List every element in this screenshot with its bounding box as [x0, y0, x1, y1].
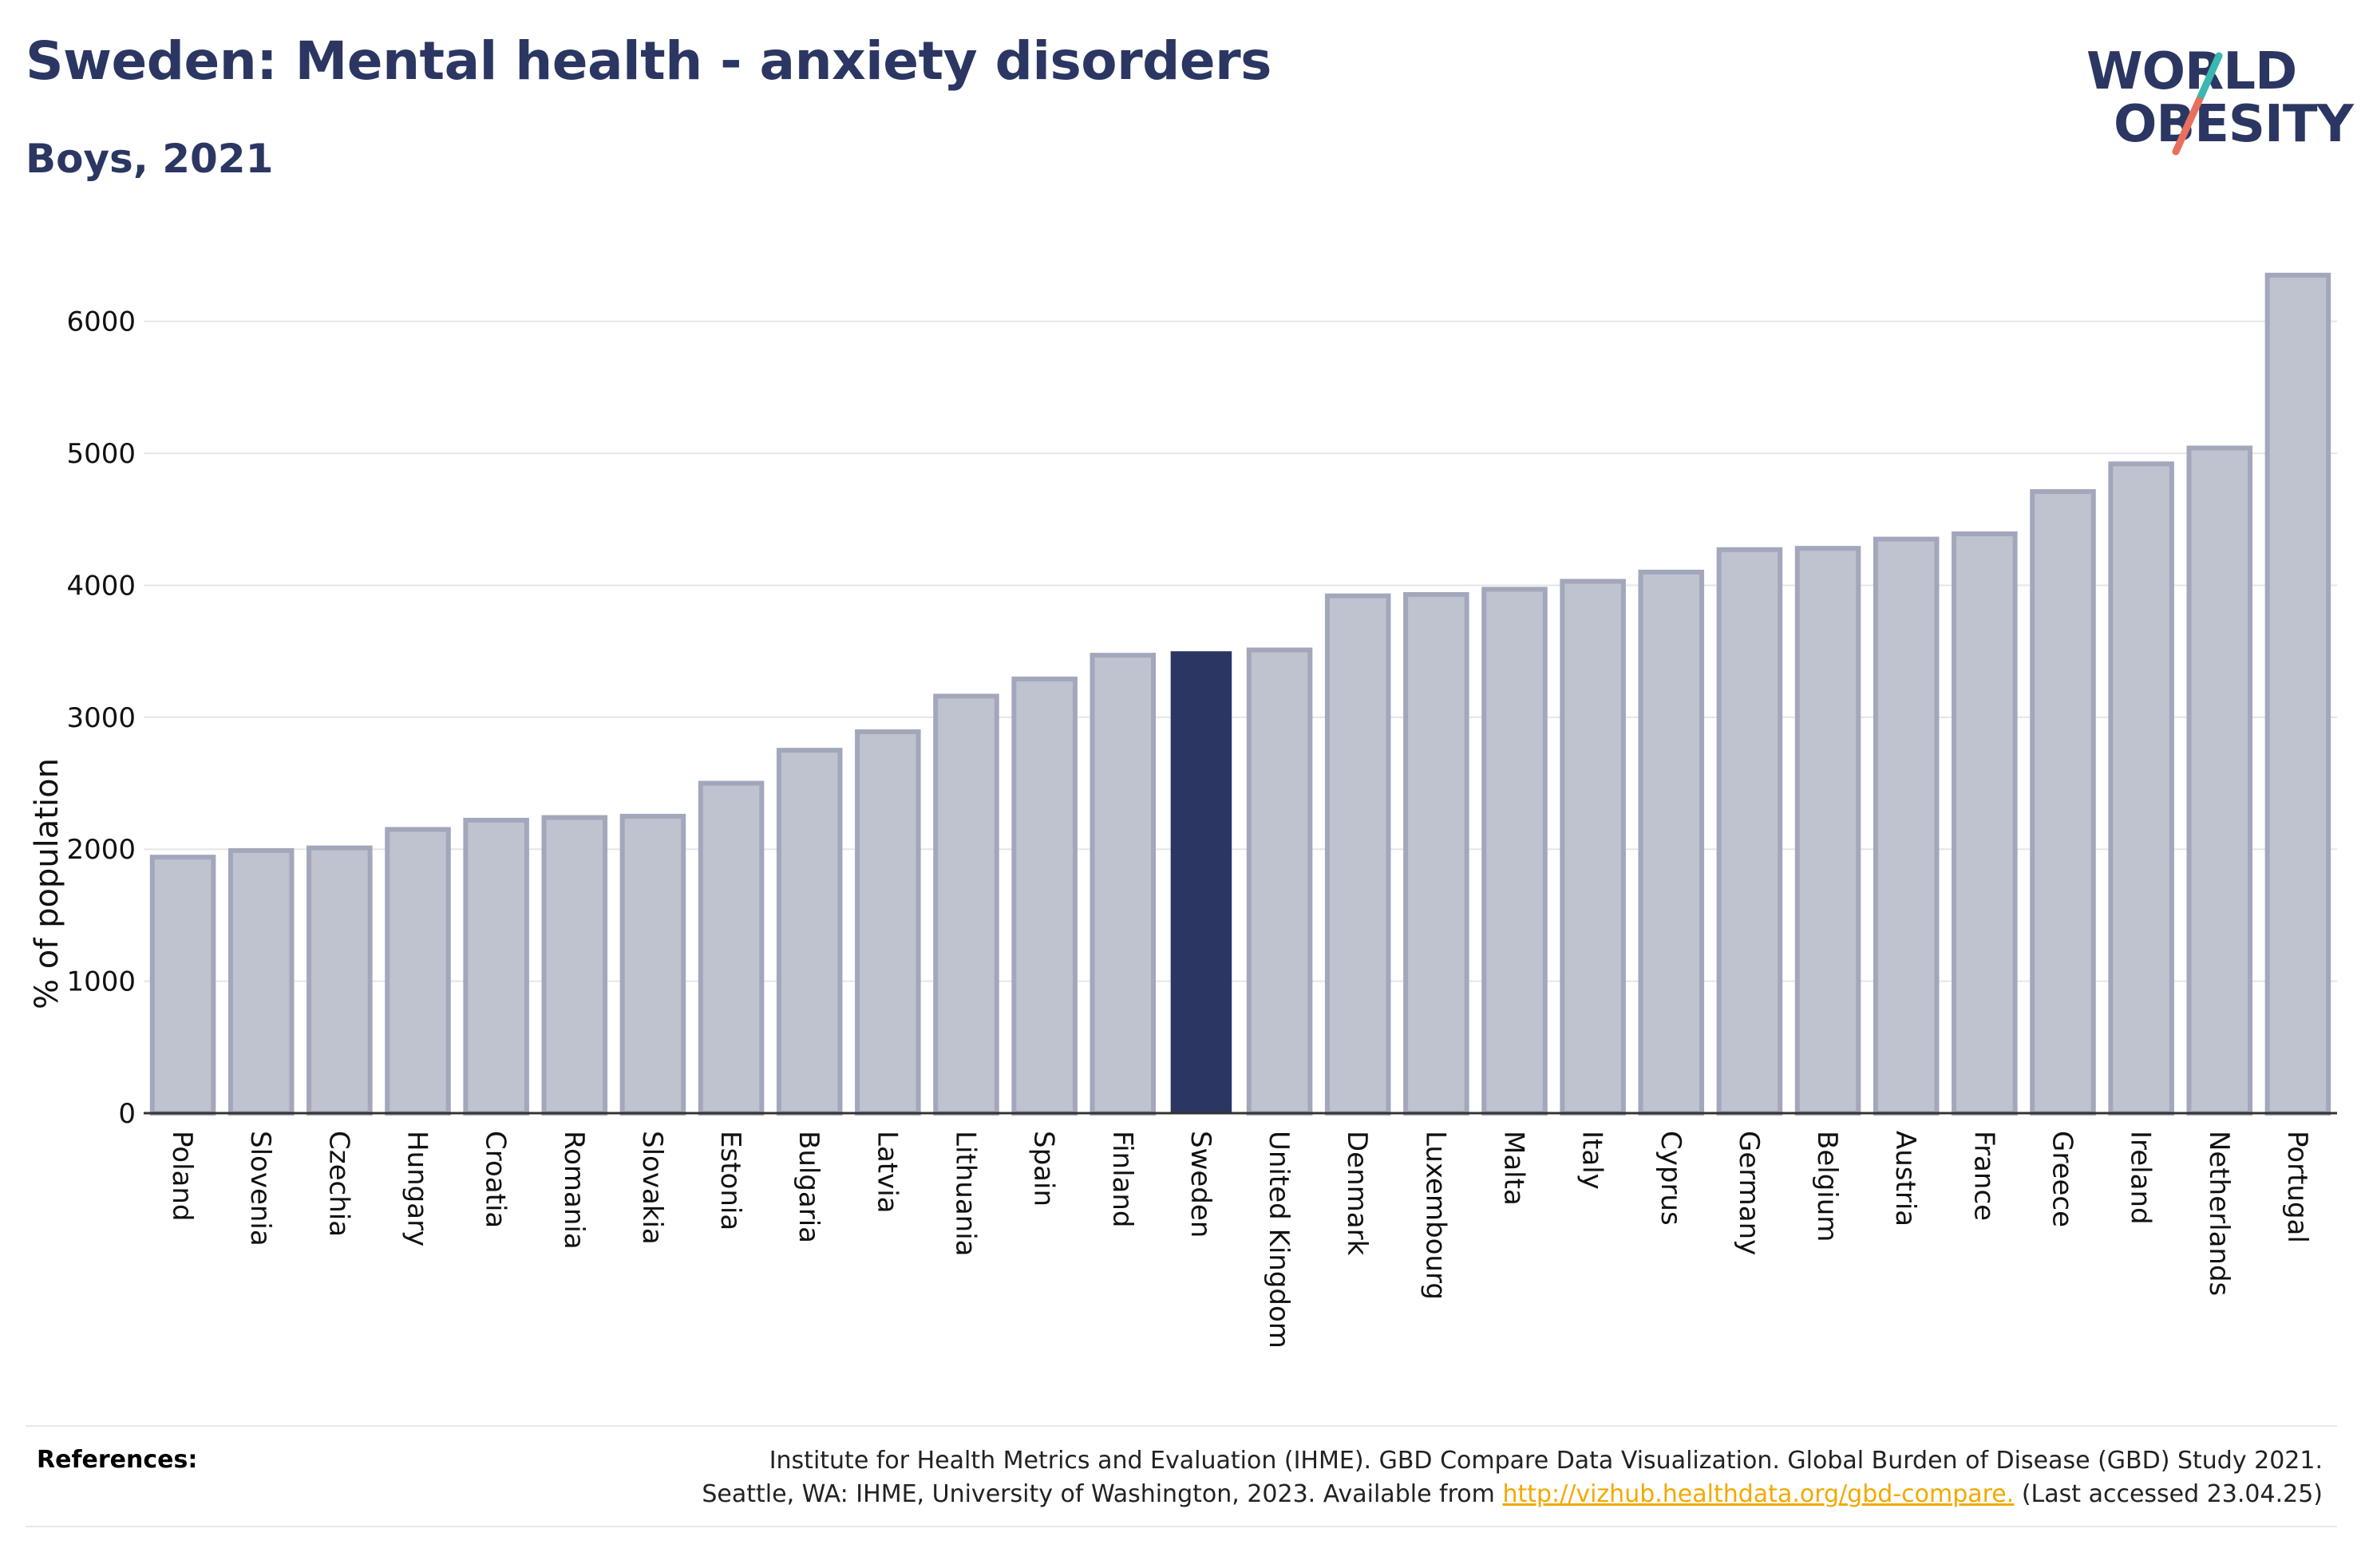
y-tick-label: 4000 — [66, 570, 136, 602]
bar-belgium — [1794, 546, 1861, 1116]
bar-lithuania — [933, 693, 999, 1116]
bar-italy — [1560, 579, 1626, 1116]
bar-cyprus — [1638, 569, 1705, 1116]
y-tick-label: 1000 — [66, 966, 136, 998]
bar-bulgaria — [776, 748, 843, 1116]
x-tick-label: Romania — [558, 1131, 590, 1250]
logo-word-world: WORLD — [2086, 42, 2297, 101]
bar-united-kingdom — [1246, 647, 1313, 1116]
reference-line-2-prefix: Seattle, WA: IHME, University of Washing… — [702, 1480, 1495, 1508]
bar-croatia — [463, 817, 529, 1116]
reference-line-1: Institute for Health Metrics and Evaluat… — [769, 1447, 2323, 1475]
y-axis-ticks: 0 1000 2000 3000 4000 5000 6000 — [66, 306, 136, 1130]
x-tick-label: Slovenia — [244, 1131, 276, 1246]
bar-netherlands — [2186, 445, 2253, 1116]
x-tick-label: Belgium — [1811, 1131, 1843, 1242]
x-tick-label: Austria — [1889, 1131, 1921, 1226]
logo-word-obesity: OBESITY — [2114, 95, 2354, 154]
x-tick-label: Spain — [1028, 1131, 1060, 1207]
bar-ireland — [2108, 461, 2174, 1116]
y-axis-label: % of population — [29, 758, 65, 1009]
x-tick-label: Netherlands — [2203, 1131, 2235, 1296]
bar-austria — [1873, 536, 1940, 1116]
x-tick-label: Slovakia — [636, 1131, 668, 1245]
x-tick-label: Hungary — [401, 1131, 433, 1246]
x-axis-ticks: Poland Slovenia Czechia Hungary Croatia Roman… — [166, 1131, 2313, 1349]
y-tick-label: 5000 — [66, 438, 136, 470]
x-tick-label: Greece — [2047, 1131, 2078, 1227]
bar-luxembourg — [1403, 592, 1469, 1116]
y-tick-label: 3000 — [66, 702, 136, 734]
x-tick-label: Poland — [166, 1131, 198, 1222]
x-tick-label: France — [1968, 1131, 1999, 1221]
bar-romania — [541, 815, 608, 1116]
x-tick-label: Cyprus — [1655, 1131, 1687, 1226]
y-tick-label: 2000 — [66, 834, 136, 866]
x-tick-label: Lithuania — [950, 1131, 982, 1256]
x-tick-label: Estonia — [714, 1131, 746, 1230]
bar-france — [1952, 531, 2018, 1116]
reference-line-2: Seattle, WA: IHME, University of Washing… — [702, 1478, 2323, 1511]
references-label: References: — [37, 1446, 198, 1474]
chart-title: Sweden: Mental health - anxiety disorder… — [26, 30, 1271, 92]
x-tick-label: Malta — [1498, 1131, 1530, 1206]
bar-sweden — [1170, 651, 1232, 1113]
bar-latvia — [855, 729, 921, 1116]
bar-spain — [1011, 676, 1078, 1116]
x-tick-label: Czechia — [322, 1131, 354, 1237]
x-tick-label: Italy — [1576, 1131, 1608, 1190]
bar-denmark — [1324, 593, 1391, 1116]
logo-slash-icon — [2172, 52, 2223, 156]
x-tick-label: Finland — [1106, 1131, 1138, 1228]
x-tick-label: Germany — [1733, 1131, 1765, 1255]
bar-estonia — [698, 780, 765, 1116]
chart-subtitle: Boys, 2021 — [26, 136, 274, 182]
bar-germany — [1716, 547, 1783, 1116]
x-tick-label: Denmark — [1341, 1131, 1373, 1256]
bar-poland — [149, 855, 216, 1116]
x-tick-label: United Kingdom — [1263, 1131, 1295, 1349]
bar-hungary — [385, 827, 451, 1116]
bar-greece — [2030, 489, 2096, 1116]
bar-slovenia — [227, 847, 295, 1116]
bar-slovakia — [619, 813, 686, 1116]
x-tick-label: Sweden — [1184, 1131, 1216, 1238]
bar-portugal — [2264, 272, 2331, 1116]
x-tick-label: Luxembourg — [1419, 1131, 1451, 1300]
x-tick-label: Portugal — [2281, 1131, 2313, 1243]
world-obesity-logo: WORLD OBESITY — [2075, 22, 2354, 166]
x-tick-label: Ireland — [2125, 1131, 2157, 1225]
y-tick-label: 0 — [118, 1098, 136, 1130]
x-tick-label: Croatia — [480, 1131, 512, 1228]
bar-malta — [1481, 587, 1548, 1116]
x-tick-label: Latvia — [871, 1131, 903, 1214]
reference-line-2-suffix: (Last accessed 23.04.25) — [2021, 1480, 2323, 1508]
y-tick-label: 6000 — [66, 306, 136, 338]
bar-finland — [1090, 653, 1157, 1116]
reference-link[interactable]: http://vizhub.healthdata.org/gbd-compare… — [1502, 1480, 2015, 1508]
bar-chart: 0 1000 2000 3000 4000 5000 6000 Poland Slovenia… — [29, 272, 2337, 1349]
bars — [149, 272, 2331, 1116]
bar-czechia — [306, 845, 373, 1116]
references-text: Institute for Health Metrics and Evaluat… — [702, 1444, 2323, 1511]
references-section: References: Institute for Health Metrics… — [26, 1425, 2337, 1527]
x-tick-label: Bulgaria — [793, 1131, 825, 1243]
